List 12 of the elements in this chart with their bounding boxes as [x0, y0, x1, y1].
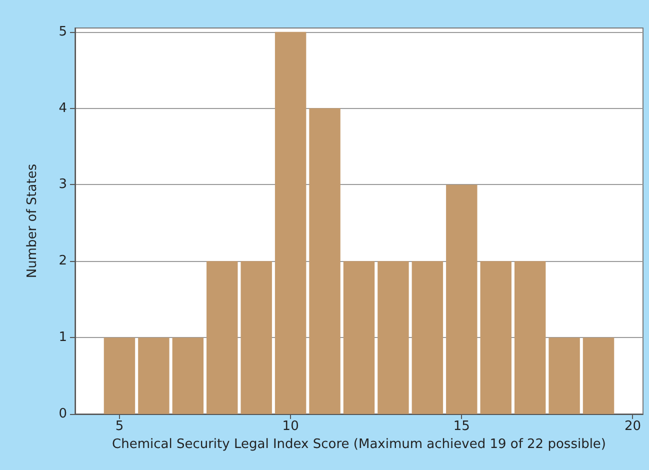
y-tick-label: 4 — [58, 100, 67, 116]
y-tick-label: 0 — [58, 406, 67, 422]
x-tick-label: 20 — [624, 419, 642, 434]
x-tick-label: 5 — [115, 419, 124, 434]
y-tick-label: 5 — [58, 24, 67, 40]
y-tick-label: 3 — [58, 177, 67, 192]
x-tick-label: 10 — [282, 419, 299, 434]
y-tick-label: 2 — [58, 254, 67, 269]
y-axis-title: Number of States — [25, 164, 40, 278]
x-tick-label: 15 — [453, 419, 470, 434]
x-axis-title: Chemical Security Legal Index Score (Maximum achieved 19 of 22 possible) — [112, 436, 606, 452]
y-tick-label: 1 — [58, 330, 67, 346]
